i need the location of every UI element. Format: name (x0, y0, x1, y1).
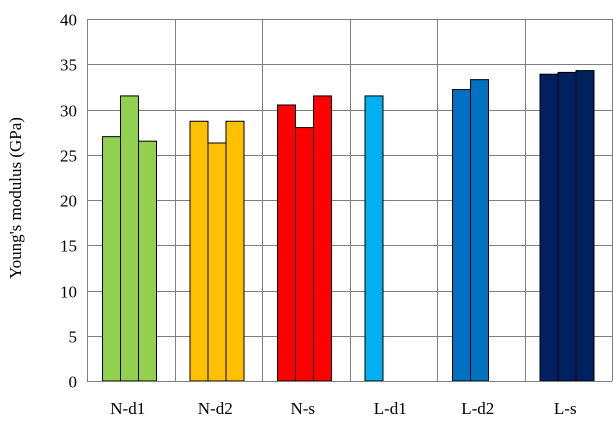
bar-l-s-3 (575, 70, 595, 382)
bar-l-d2-1 (452, 89, 471, 382)
bars (102, 70, 595, 382)
bar-l-s-2 (557, 71, 577, 382)
x-tick-label: L-d2 (461, 399, 494, 418)
x-axis: N-d1 N-d2 N-s L-d1 L-d2 L-s (87, 381, 612, 418)
grid-lines (87, 19, 613, 382)
x-tick-label: N-s (290, 399, 315, 418)
bar-l-s-1 (539, 73, 559, 382)
bar-l-d1-1 (364, 95, 384, 382)
bar-n-d2-1 (189, 120, 209, 382)
y-tick-label: 0 (69, 373, 78, 392)
y-tick-label: 10 (60, 283, 77, 302)
bar-n-s-1 (277, 104, 296, 382)
y-tick-label: 25 (60, 147, 77, 166)
y-tick-label: 30 (60, 102, 77, 121)
bar-n-d1-3 (138, 140, 157, 382)
bar-n-d2-2 (207, 142, 227, 382)
y-axis-label: Young's modulus (GPa) (6, 117, 25, 279)
bar-l-d2-2 (470, 79, 489, 382)
y-tick-label: 20 (60, 192, 77, 211)
bar-n-d2-3 (225, 120, 245, 382)
bar-n-d1-2 (120, 95, 139, 382)
y-tick-label: 5 (69, 328, 78, 347)
bar-n-s-2 (295, 127, 314, 382)
y-axis: 0 5 10 15 20 25 30 35 40 (60, 11, 88, 392)
bar-n-s-3 (313, 95, 332, 382)
y-tick-label: 35 (60, 56, 77, 75)
x-tick-label: N-d1 (110, 399, 145, 418)
y-tick-label: 40 (60, 11, 77, 30)
bar-n-d1-1 (102, 136, 121, 382)
x-tick-label: L-d1 (374, 399, 407, 418)
y-tick-label: 15 (60, 237, 77, 256)
x-tick-label: L-s (554, 399, 577, 418)
x-tick-label: N-d2 (198, 399, 233, 418)
